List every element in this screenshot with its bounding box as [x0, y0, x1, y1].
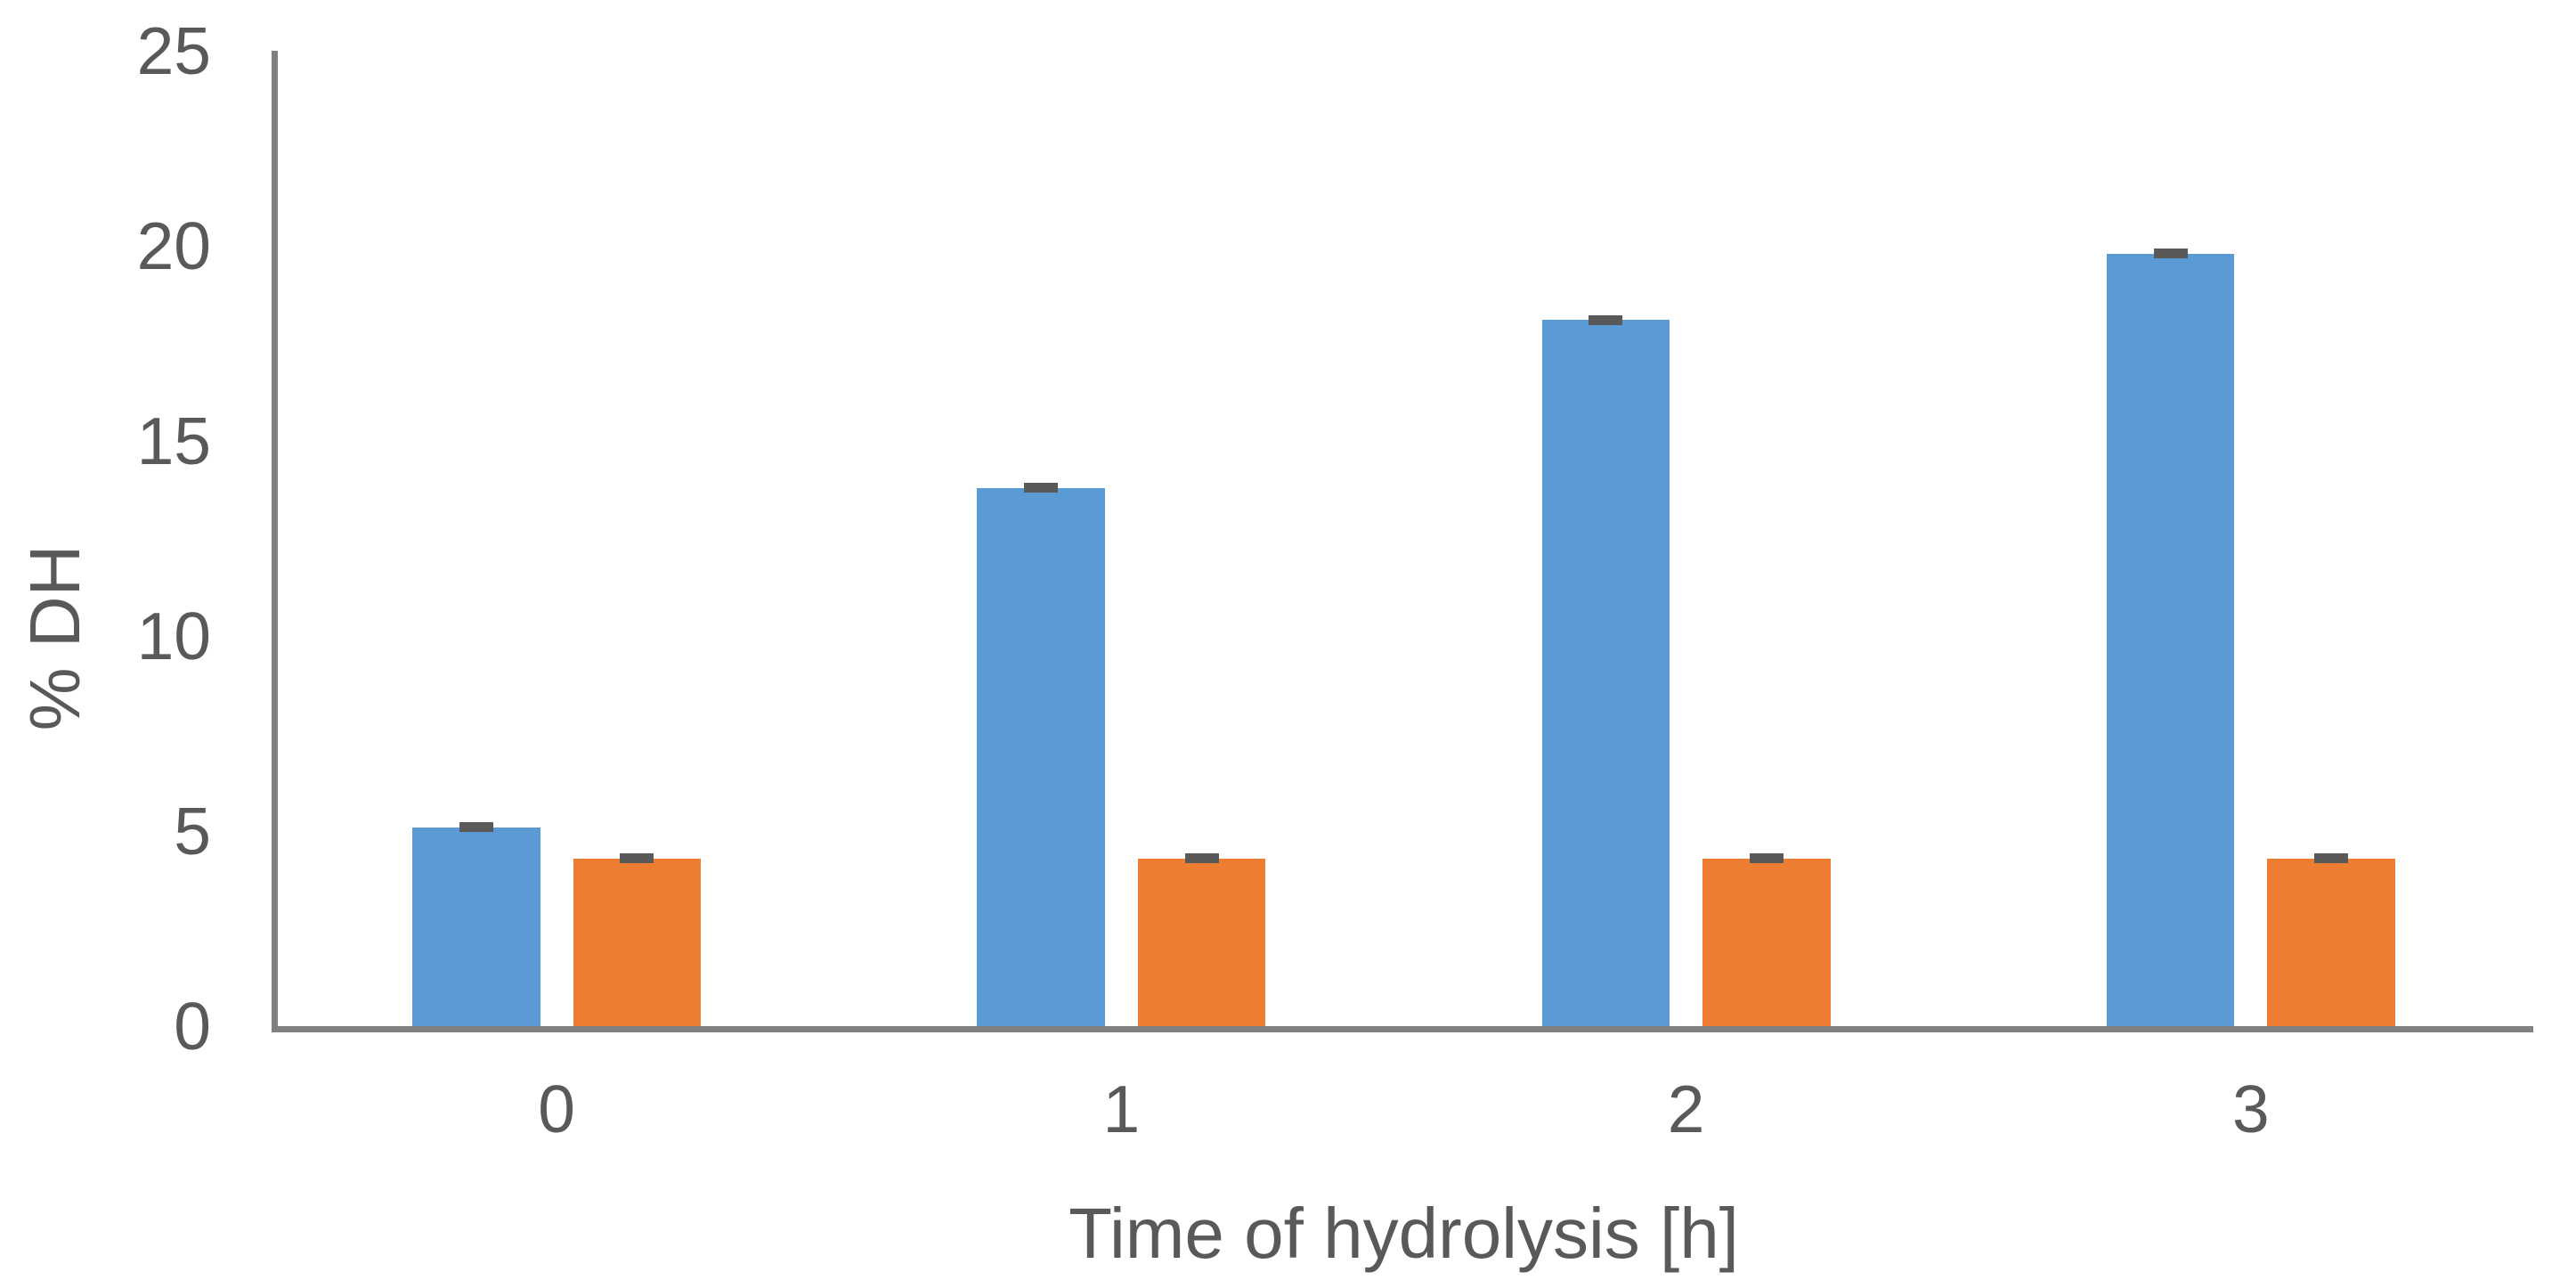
orange-series-bar — [2267, 858, 2395, 1026]
blue-series-error-bar-cap — [1024, 483, 1059, 493]
blue-series-error-bar-cap — [459, 822, 493, 833]
y-tick-label: 15 — [136, 404, 211, 478]
orange-series-error-bar-cap — [2314, 853, 2349, 864]
x-tick-label: 0 — [538, 1072, 575, 1146]
orange-series-bar — [573, 858, 702, 1026]
y-tick-label: 10 — [136, 599, 211, 673]
orange-series-bar — [1702, 858, 1831, 1026]
x-tick-label: 2 — [1667, 1072, 1705, 1146]
orange-series-error-bar-cap — [620, 853, 654, 864]
y-tick-label: 20 — [136, 208, 211, 283]
y-axis-line — [272, 51, 278, 1032]
x-tick-label: 1 — [1102, 1072, 1141, 1146]
orange-series-error-bar-cap — [1184, 853, 1219, 864]
x-axis-title: Time of hydrolysis [h] — [1069, 1194, 1739, 1273]
x-tick-label: 3 — [2232, 1072, 2270, 1146]
y-tick-label: 5 — [174, 794, 211, 868]
blue-series-bar — [2106, 253, 2235, 1026]
blue-series-bar — [977, 487, 1105, 1026]
blue-series-bar — [1541, 320, 1670, 1026]
blue-series-error-bar-cap — [2153, 249, 2188, 259]
y-tick-label: 0 — [174, 989, 211, 1064]
blue-series-error-bar-cap — [1589, 314, 1623, 325]
blue-series-bar — [412, 827, 540, 1026]
orange-series-bar — [1137, 858, 1266, 1026]
y-tick-label: 25 — [136, 13, 211, 88]
y-axis-title: % DH — [15, 544, 94, 731]
orange-series-error-bar-cap — [1749, 853, 1784, 864]
x-axis-line — [272, 1026, 2533, 1032]
